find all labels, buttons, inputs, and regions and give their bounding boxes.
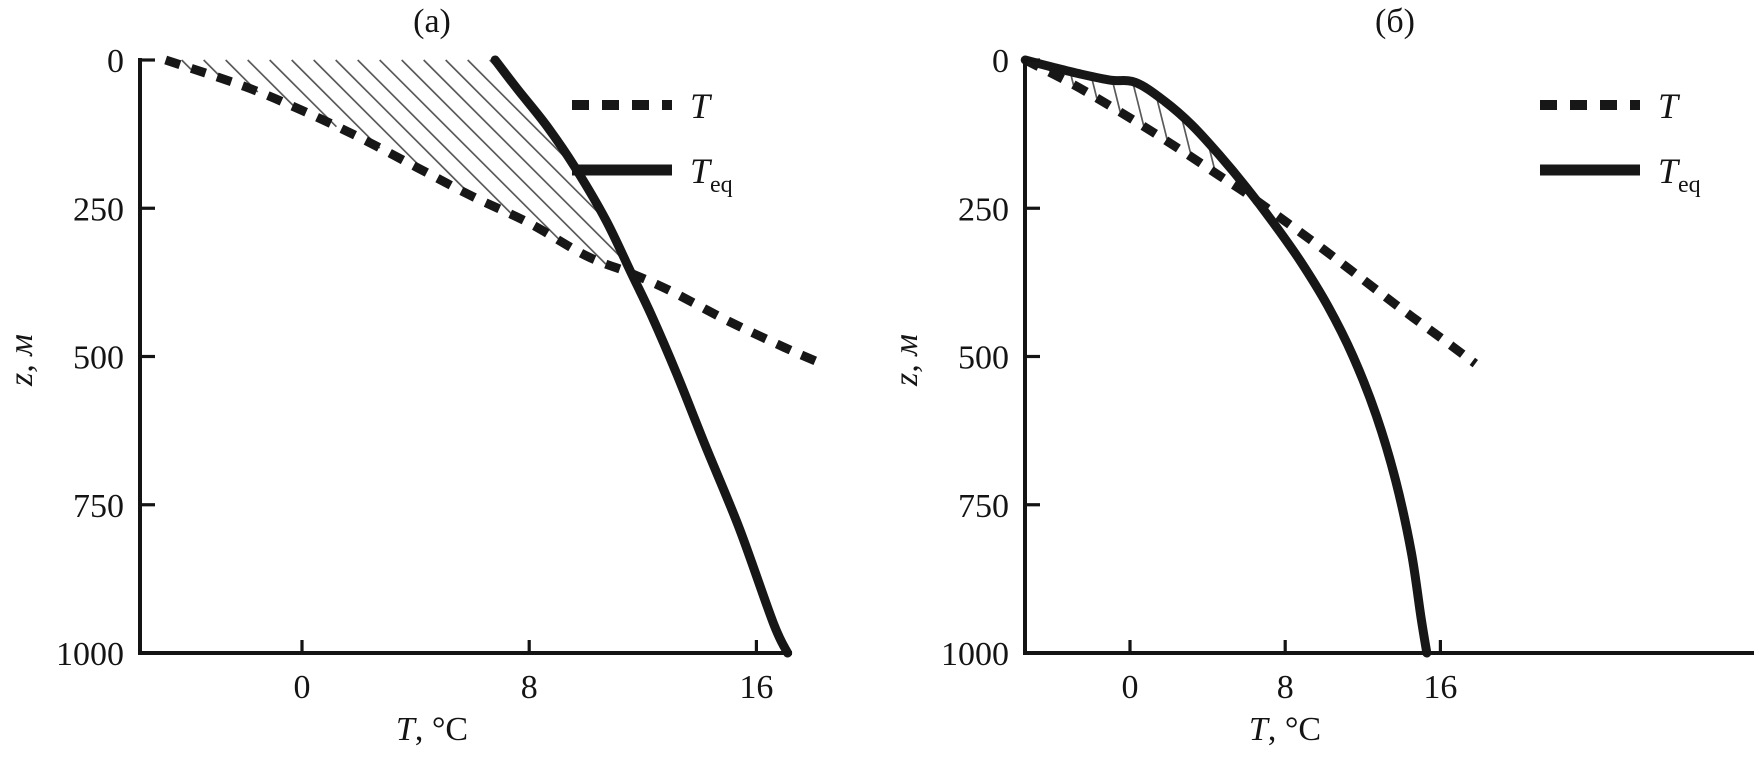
hatch-stripe	[1132, 82, 1145, 128]
hatch-stripe	[445, 59, 608, 223]
panel-b-ticks	[1025, 58, 1443, 655]
hatch-stripe	[335, 59, 473, 197]
hatch-stripe	[467, 59, 577, 169]
legend-b-label-t: T	[1658, 86, 1681, 126]
ytick-label-1000: 1000	[941, 636, 1009, 673]
legend-a-label-teq-sub: eq	[710, 172, 733, 198]
xtick-label-0: 0	[294, 669, 311, 706]
legend-a-label-teq: Teq	[690, 151, 733, 198]
panel-a-legend: T Teq	[572, 86, 733, 198]
ytick-label-750: 750	[73, 488, 124, 525]
panel-a-xaxis-units: , °C	[415, 711, 468, 748]
panel-a-ticks	[140, 58, 759, 655]
panel-a-xaxis-symbol: T	[396, 711, 417, 748]
panel-a-yaxis-units: , м	[3, 334, 40, 373]
panel-b-title: (б)	[1375, 3, 1415, 40]
panel-b-yaxis-units: , м	[888, 334, 925, 373]
panel-a-yaxis-symbol: z	[3, 373, 40, 387]
panel-b-legend: T Teq	[1540, 86, 1701, 198]
panel-a-yaxis-title: z, м	[3, 334, 40, 387]
hatch-stripe	[423, 59, 628, 264]
hatch-stripe	[1111, 80, 1122, 113]
panel-b-curve-t	[1023, 55, 1479, 368]
panel-b-xaxis-symbol: T	[1249, 711, 1270, 748]
hatch-stripe	[379, 59, 562, 243]
panel-b-axes	[1023, 58, 1754, 655]
panel-b-xaxis-units: , °C	[1268, 711, 1321, 748]
panel-a-title: (а)	[413, 3, 451, 40]
hatch-stripe	[1180, 115, 1193, 158]
panel-b-yaxis-title: z, м	[888, 334, 925, 387]
xtick-label-16: 16	[739, 669, 773, 706]
panel-b-yaxis-symbol: z	[888, 373, 925, 387]
ytick-label-750: 750	[958, 488, 1009, 525]
hatch-stripe	[1155, 96, 1169, 143]
hatch-stripe	[269, 59, 337, 128]
panel-a-tick-labels: 0 8 16 0 250 500 750 1000	[56, 43, 773, 706]
panel-a-axes	[138, 58, 792, 655]
hatch-stripe	[357, 59, 515, 217]
panel-a-hatched-region	[181, 59, 628, 265]
ytick-label-500: 500	[958, 340, 1009, 377]
ytick-label-0: 0	[107, 43, 124, 80]
ytick-label-1000: 1000	[56, 636, 124, 673]
hatch-stripe	[291, 59, 381, 149]
xtick-label-8: 8	[1277, 669, 1294, 706]
ytick-label-250: 250	[73, 191, 124, 228]
hatch-stripe	[313, 59, 427, 173]
panel-b-curve-teq	[1020, 55, 1432, 658]
panel-a-xaxis-title: T, °C	[396, 711, 468, 748]
xtick-label-8: 8	[521, 669, 538, 706]
ytick-label-250: 250	[958, 191, 1009, 228]
hatch-stripe	[401, 59, 607, 265]
legend-a-label-t: T	[690, 86, 713, 126]
hatch-stripe	[247, 59, 297, 109]
xtick-label-16: 16	[1423, 669, 1457, 706]
legend-a-label-teq-base: T	[690, 151, 713, 191]
ytick-label-500: 500	[73, 340, 124, 377]
legend-b-label-teq-sub: eq	[1678, 172, 1701, 198]
panel-b-tick-labels: 0 8 16 0 250 500 750 1000	[941, 43, 1457, 706]
xtick-label-0: 0	[1122, 669, 1139, 706]
panel-a-curve-teq	[490, 55, 793, 658]
panel-a-curve-t	[164, 55, 821, 367]
hatch-stripe	[181, 59, 192, 70]
panel-b-xaxis-title: T, °C	[1249, 711, 1321, 748]
legend-b-label-teq-base: T	[1658, 151, 1681, 191]
legend-b-label-teq: Teq	[1658, 151, 1701, 198]
ytick-label-0: 0	[992, 43, 1009, 80]
